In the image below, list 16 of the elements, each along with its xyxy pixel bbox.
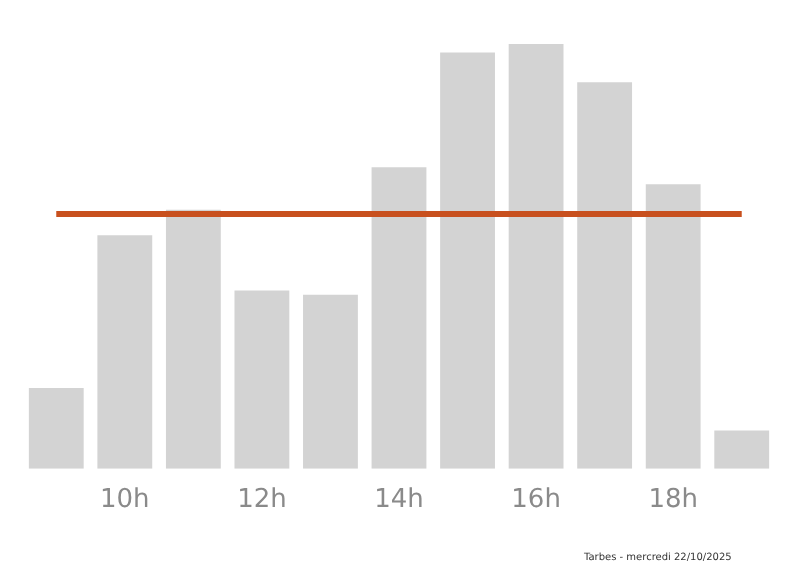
bar: [303, 294, 358, 469]
x-tick-label: 10h: [100, 485, 150, 516]
bar: [165, 209, 221, 469]
x-tick-label: 14h: [374, 485, 424, 516]
bar: [440, 52, 495, 469]
bar: [508, 44, 564, 469]
bar: [28, 388, 84, 469]
x-tick-label: 16h: [511, 485, 561, 516]
bar: [97, 235, 153, 469]
bar: [371, 167, 427, 469]
bar: [714, 430, 770, 469]
bar: [234, 290, 290, 469]
x-tick-label: 18h: [648, 485, 698, 516]
x-tick-label: 12h: [237, 485, 287, 516]
bar: [645, 184, 701, 469]
bar: [577, 82, 633, 469]
